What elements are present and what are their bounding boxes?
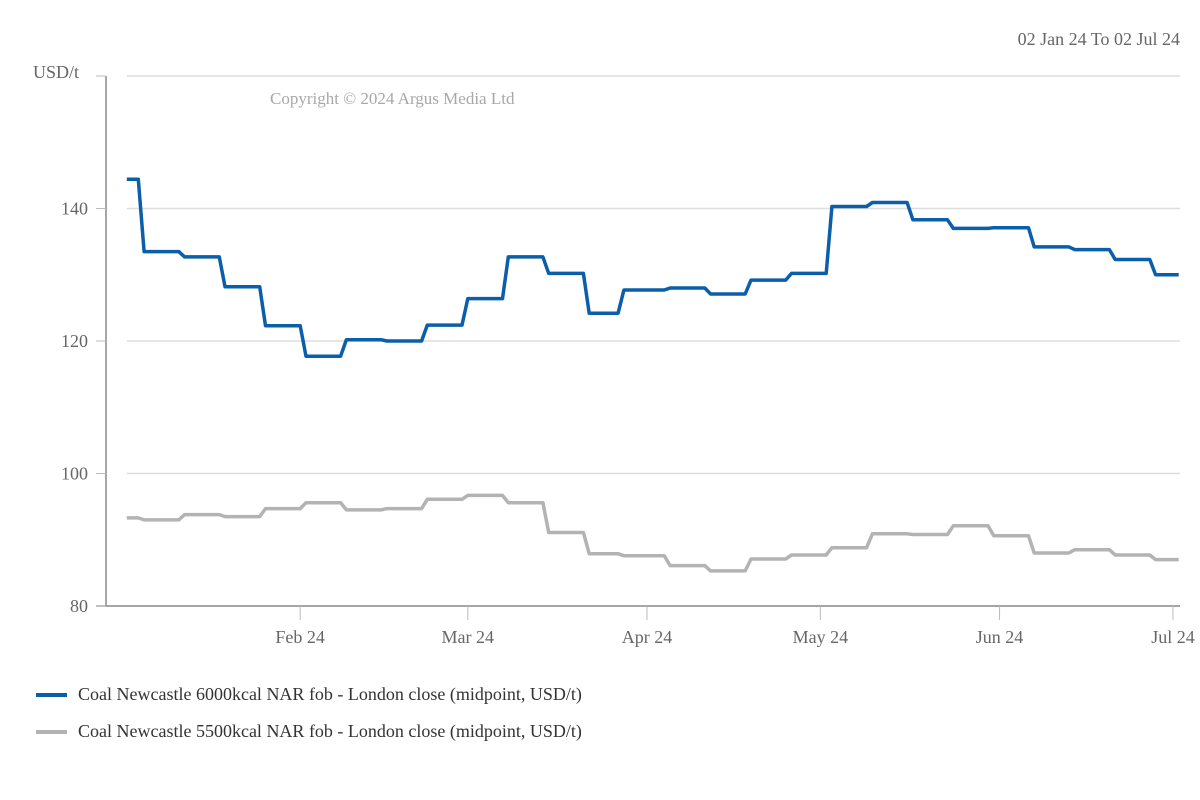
series-line-1 (126, 493, 1179, 573)
y-ticks: 80 100 120 140 (61, 75, 106, 616)
x-tick-label: May 24 (793, 627, 849, 647)
y-tick-label: 120 (61, 331, 88, 351)
gridlines (127, 75, 1180, 475)
y-tick-label: 140 (61, 199, 88, 219)
x-tick-label: Apr 24 (622, 627, 673, 647)
legend-item-5500kcal[interactable]: Coal Newcastle 5500kcal NAR fob - London… (36, 721, 582, 742)
copyright-watermark: Copyright © 2024 Argus Media Ltd (270, 89, 515, 108)
series-lines (126, 177, 1179, 573)
x-tick-label: Feb 24 (275, 627, 325, 647)
series-line-0 (126, 177, 1179, 358)
y-axis-label: USD/t (33, 62, 79, 82)
legend-label: Coal Newcastle 6000kcal NAR fob - London… (78, 684, 582, 704)
y-tick-label: 100 (61, 464, 88, 484)
legend-swatch (36, 729, 67, 734)
legend-label: Coal Newcastle 5500kcal NAR fob - London… (78, 721, 582, 741)
legend-swatch (36, 692, 67, 697)
x-tick-label: Mar 24 (442, 627, 495, 647)
date-range-label: 02 Jan 24 To 02 Jul 24 (1018, 29, 1180, 49)
y-tick-label: 80 (70, 596, 88, 616)
legend-item-6000kcal[interactable]: Coal Newcastle 6000kcal NAR fob - London… (36, 684, 582, 705)
x-tick-label: Jun 24 (976, 627, 1024, 647)
x-tick-label: Jul 24 (1151, 627, 1195, 647)
x-ticks: Feb 24 Mar 24 Apr 24 May 24 Jun 24 Jul 24 (275, 606, 1195, 647)
